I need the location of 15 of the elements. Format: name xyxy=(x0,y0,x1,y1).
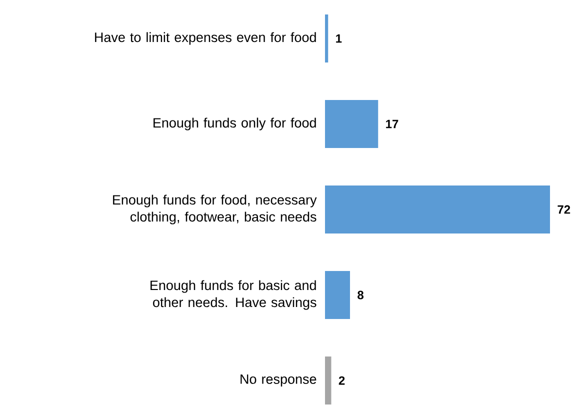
y-tick-label: Have to limit expenses even for food xyxy=(95,32,316,45)
y-tick-label: Enough funds only for food xyxy=(154,118,316,130)
y-tick-label: Enough funds for food, necessary clothing, footwear, basic needs xyxy=(113,194,317,224)
data-label: 2 xyxy=(338,376,345,385)
bar xyxy=(325,356,332,405)
y-tick-label: No response xyxy=(240,374,316,387)
data-label: 17 xyxy=(386,120,398,128)
y-tick-label: Enough funds for basic and other needs. Have savings xyxy=(150,280,316,310)
bar xyxy=(325,100,378,148)
bar xyxy=(325,185,550,234)
data-label: 1 xyxy=(336,34,342,43)
data-label: 72 xyxy=(558,205,570,214)
bar xyxy=(325,14,328,62)
bar xyxy=(325,271,350,320)
data-label: 8 xyxy=(358,290,364,300)
